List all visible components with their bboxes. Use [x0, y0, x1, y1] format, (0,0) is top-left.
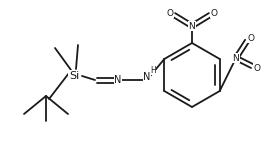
Text: O: O [253, 63, 261, 73]
Text: N: N [143, 72, 151, 82]
Text: N: N [114, 75, 122, 85]
Text: O: O [167, 8, 174, 17]
Text: H: H [150, 66, 156, 74]
Text: O: O [210, 8, 218, 17]
Text: O: O [248, 33, 254, 42]
Text: Si: Si [69, 71, 79, 81]
Text: N: N [233, 53, 239, 62]
Text: N: N [189, 21, 195, 30]
